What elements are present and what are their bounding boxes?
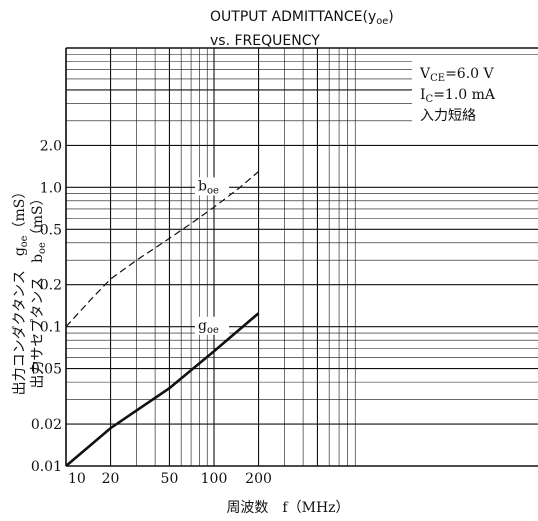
x-tick-label: 50 <box>161 471 179 487</box>
y-tick-label: 0.1 <box>40 320 62 336</box>
condition-line: IC=1.0 mA <box>420 87 496 105</box>
x-tick-label: 200 <box>245 471 272 487</box>
y-tick-label: 1.0 <box>40 180 62 196</box>
x-axis-label: 周波数 f（MHz） <box>226 500 349 516</box>
series-line-goe <box>65 312 260 467</box>
y-axis-label-conductance: 出力コンダクタンス goe（mS） <box>12 185 30 396</box>
tick-labels: 10 20 50 100 200 0.01 0.02 0.05 0.1 0.2 0.5 1.0 2.0 <box>31 138 272 487</box>
y-tick-label: 0.2 <box>40 278 62 294</box>
y-tick-label: 0.02 <box>31 417 62 433</box>
series-label-boe: boe <box>198 178 219 196</box>
y-tick-label: 0.5 <box>40 222 62 238</box>
series-line-boe <box>65 171 259 328</box>
x-tick-label: 100 <box>201 471 228 487</box>
chart-title-line2: vs. FREQUENCY <box>210 33 320 49</box>
condition-line: VCE=6.0 V <box>419 66 495 84</box>
series-group: boe goe <box>65 171 260 467</box>
series-label-goe: goe <box>198 318 219 336</box>
conditions-box <box>412 57 538 127</box>
series-label-bg <box>195 177 229 196</box>
x-tick-label: 20 <box>102 471 120 487</box>
y-tick-label: 2.0 <box>40 138 62 154</box>
conditions-legend: VCE=6.0 V IC=1.0 mA 入力短絡 <box>419 66 496 124</box>
y-axis-label-susceptance: 出力サセプタンス boe（mS） <box>30 191 48 388</box>
y-tick-label: 0.01 <box>31 459 62 475</box>
chart-title-line1: OUTPUT ADMITTANCE(yoe) <box>210 9 394 27</box>
y-tick-label: 0.05 <box>31 362 62 378</box>
series-label-bg <box>195 316 229 335</box>
condition-line: 入力短絡 <box>420 108 476 124</box>
plot-frame <box>65 47 538 467</box>
x-tick-label: 10 <box>68 471 86 487</box>
